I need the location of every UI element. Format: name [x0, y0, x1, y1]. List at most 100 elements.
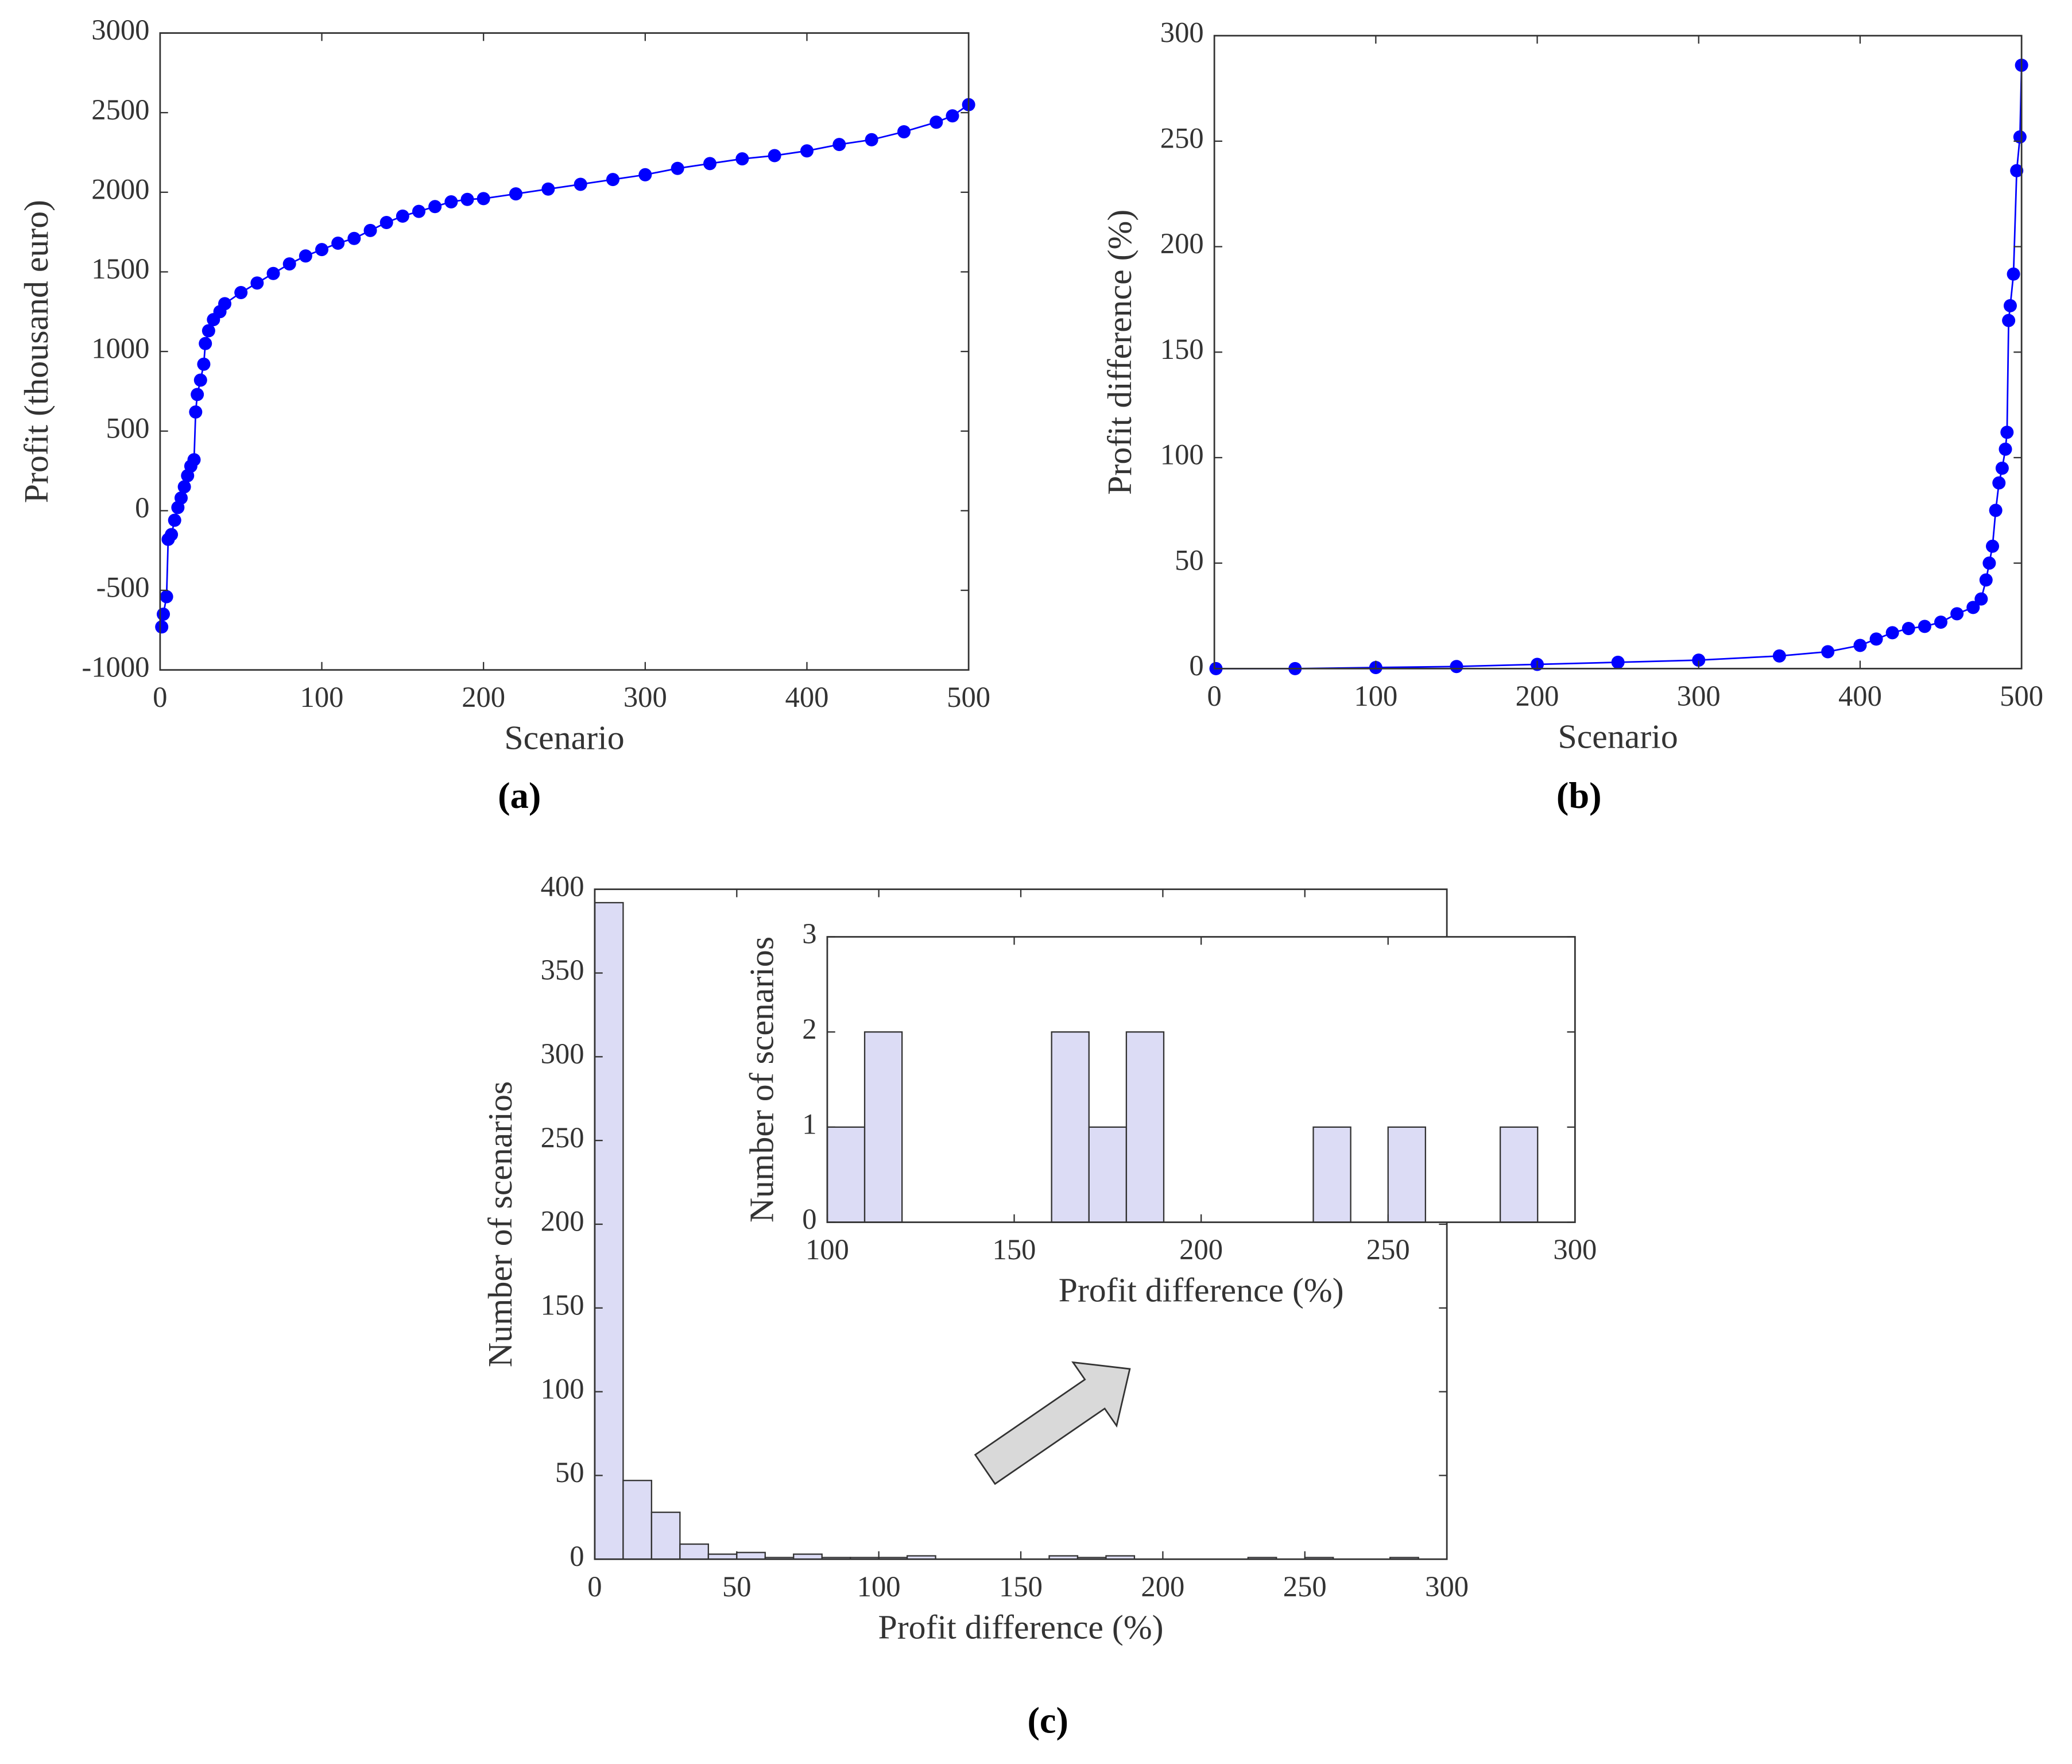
y-tick-label: -1000 [82, 651, 149, 683]
histogram-bar [1312, 1126, 1351, 1223]
y-tick-label: 350 [541, 954, 584, 986]
data-point [412, 204, 426, 218]
histogram-bar [650, 1511, 681, 1560]
y-tick-label: -500 [96, 571, 150, 604]
x-tick-label: 400 [785, 681, 829, 713]
chart: 0 1 2 3 100 150 200 250 300 Profit difference (%)… [743, 918, 1597, 1309]
y-tick-label: 150 [541, 1289, 584, 1321]
x-tick-label: 200 [462, 681, 505, 713]
data-point [2000, 425, 2014, 439]
x-tick-label: 200 [1516, 680, 1559, 712]
y-tick-label: 500 [106, 412, 150, 444]
x-tick-label: 100 [805, 1233, 849, 1266]
x-tick-label: 400 [1838, 680, 1882, 712]
x-tick-label: 250 [1283, 1570, 1327, 1603]
x-tick-label: 0 [1207, 680, 1221, 712]
x-axis-label: Profit difference (%) [1059, 1271, 1344, 1309]
data-point [1999, 442, 2012, 456]
data-point [671, 161, 684, 175]
x-tick-label: 100 [857, 1570, 901, 1603]
y-tick-label: 0 [570, 1540, 584, 1572]
data-point [315, 243, 329, 257]
y-axis-label: Profit difference (%) [1101, 210, 1138, 495]
x-tick-label: 200 [1141, 1570, 1184, 1603]
y-tick-label: 200 [1160, 227, 1204, 260]
data-point [347, 231, 361, 245]
data-point [174, 491, 188, 505]
data-point [703, 157, 717, 171]
data-point [1974, 592, 1988, 606]
y-tick-label: 2 [802, 1013, 816, 1045]
y-tick-label: 3 [802, 918, 816, 950]
data-point [282, 257, 296, 271]
data-point [1611, 655, 1625, 669]
histogram-bar [863, 1031, 903, 1223]
data-point [1982, 556, 1996, 570]
data-point [735, 152, 749, 166]
chart: 0 50 100 150 200 250 300 0 100 200 300 400 500 Scenar… [1101, 17, 2043, 816]
data-point [541, 182, 555, 196]
data-point [1934, 616, 1948, 629]
plot-area [1214, 36, 2022, 669]
y-tick-label: 3000 [91, 14, 149, 46]
histogram-bar [1499, 1126, 1539, 1223]
y-axis-label: Profit (thousand euro) [17, 200, 55, 503]
y-tick-label: 50 [555, 1456, 584, 1488]
plot-area [827, 937, 1575, 1223]
data-point [1692, 653, 1706, 667]
data-point [1995, 461, 2009, 475]
y-tick-label: 250 [541, 1121, 584, 1154]
x-tick-label: 100 [300, 681, 344, 713]
x-tick-label: 150 [999, 1570, 1043, 1603]
x-tick-label: 0 [153, 681, 167, 713]
data-point [865, 133, 878, 146]
y-tick-label: 1500 [91, 253, 149, 285]
data-point [946, 109, 959, 123]
x-tick-label: 250 [1366, 1233, 1410, 1266]
x-axis-label: Scenario [1558, 717, 1678, 755]
y-axis-label: Number of scenarios [743, 937, 781, 1223]
y-tick-label: 0 [802, 1203, 816, 1235]
data-point [1450, 660, 1463, 674]
data-point [191, 388, 204, 401]
y-tick-label: 250 [1160, 122, 1204, 154]
data-point [638, 168, 652, 181]
data-line [1215, 65, 2023, 670]
x-tick-label: 300 [1425, 1570, 1469, 1603]
data-point [1901, 622, 1915, 636]
data-point [1986, 539, 2000, 553]
y-tick-label: 300 [1160, 17, 1204, 49]
data-point [160, 590, 173, 604]
data-point [193, 373, 207, 387]
plot-area [160, 33, 969, 670]
data-point [363, 223, 377, 237]
y-tick-label: 200 [541, 1205, 584, 1237]
x-tick-label: 300 [1677, 680, 1721, 712]
data-point [1992, 476, 2006, 490]
histogram-bar [1051, 1031, 1090, 1223]
y-tick-label: 150 [1160, 333, 1204, 365]
data-point [930, 115, 943, 129]
data-point [1979, 573, 1993, 587]
data-point [189, 405, 203, 419]
x-axis-label: Scenario [504, 719, 624, 757]
data-point [202, 324, 215, 338]
histogram-bar [594, 902, 624, 1560]
x-tick-label: 0 [587, 1570, 602, 1603]
data-point [1869, 632, 1883, 646]
data-point [197, 357, 211, 371]
data-point [2007, 267, 2020, 281]
histogram-bar [1125, 1031, 1165, 1223]
y-tick-label: 50 [1175, 544, 1204, 576]
x-tick-label: 500 [2000, 680, 2043, 712]
x-tick-label: 300 [1553, 1233, 1597, 1266]
data-point [800, 144, 814, 158]
histogram-bar [1088, 1126, 1128, 1223]
data-point [509, 187, 523, 201]
data-point [379, 215, 393, 230]
data-point [1918, 620, 1931, 633]
y-tick-label: 400 [541, 870, 584, 902]
zoom-arrow [974, 1361, 1131, 1486]
